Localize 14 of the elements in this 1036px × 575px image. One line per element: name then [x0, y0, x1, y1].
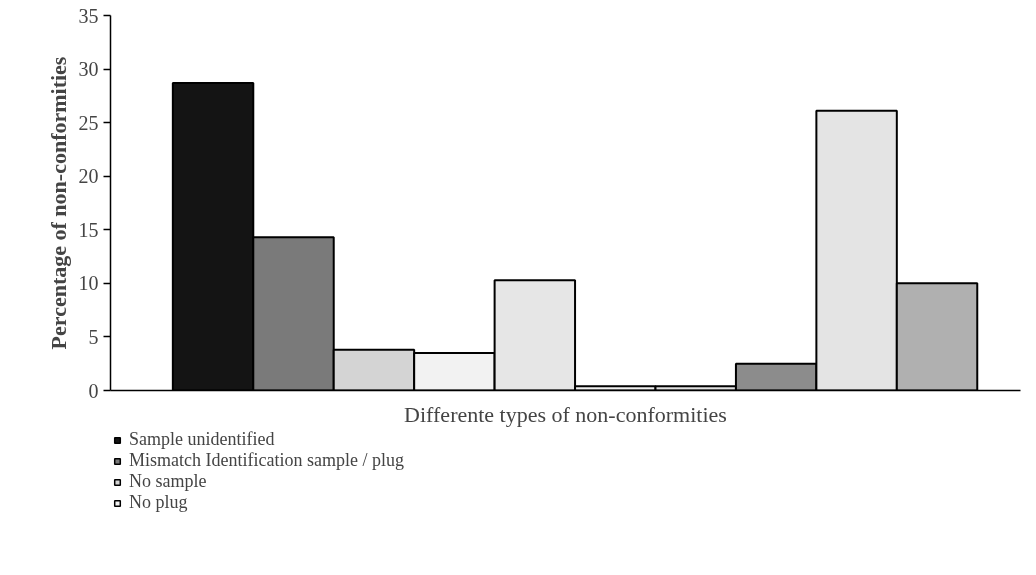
legend-label: No plug: [129, 492, 188, 513]
x-axis-title: Differente types of non-conformities: [404, 401, 727, 427]
y-axis-title: Percentage of non-conformities: [45, 56, 71, 350]
legend-label: No sample: [129, 471, 207, 492]
y-tick-label: 20: [78, 165, 99, 188]
y-tick-label: 25: [78, 111, 99, 134]
y-tick-label: 0: [88, 379, 99, 402]
legend-label: Sample unidentified: [129, 429, 275, 450]
y-tick-label: 5: [88, 325, 99, 348]
y-tick-label: 15: [78, 218, 99, 241]
y-tick-label: 30: [78, 58, 99, 81]
y-tick-label: 35: [78, 4, 99, 27]
y-tick-label: 10: [78, 272, 99, 295]
legend-label: Mismatch Identification sample / plug: [129, 450, 404, 471]
